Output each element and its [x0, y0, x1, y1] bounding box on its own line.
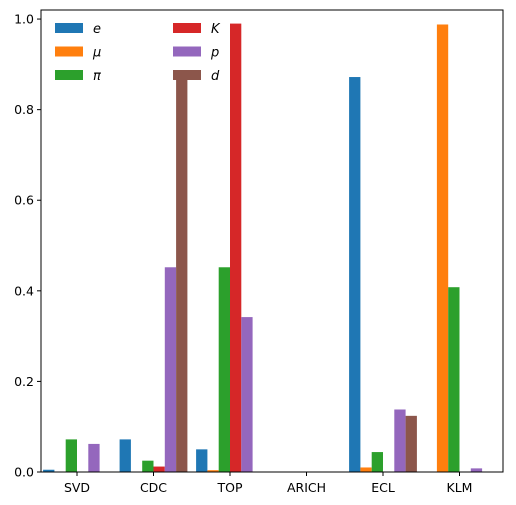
bar-top-series-2 [218, 267, 230, 472]
bar-top-series-0 [196, 449, 208, 472]
bar-ecl-series-5 [405, 415, 417, 472]
bar-svd-series-2 [65, 439, 77, 472]
bar-svd-series-0 [43, 469, 55, 472]
y-tick-label: 0.0 [14, 465, 34, 480]
bar-top-series-3 [230, 23, 242, 473]
bar-cdc-series-5 [176, 74, 188, 472]
x-tick-label-ecl: ECL [371, 480, 395, 495]
bar-klm-series-4 [470, 468, 483, 472]
legend-swatch-5 [173, 70, 201, 80]
y-tick-label: 1.0 [14, 12, 34, 27]
bar-klm-series-1 [436, 24, 449, 473]
legend-label-5: d [211, 69, 220, 84]
x-tick-label-top: TOP [216, 480, 242, 495]
legend-swatch-3 [173, 23, 201, 33]
legend-label-0: e [93, 22, 101, 37]
bar-top-series-1 [207, 470, 219, 472]
y-tick-label: 0.2 [14, 374, 34, 389]
bar-ecl-series-0 [349, 77, 361, 472]
x-tick-label-klm: KLM [447, 480, 473, 495]
legend-label-2: π [93, 69, 101, 84]
legend-swatch-1 [55, 46, 83, 57]
y-axis-ticks: 0.0 0.2 0.4 0.6 0.8 1.0 [14, 12, 41, 480]
legend-swatch-2 [55, 70, 83, 80]
plot-frame [40, 9, 504, 473]
bar-ecl-series-2 [371, 452, 383, 472]
y-tick-label: 0.8 [14, 102, 34, 117]
bar-cdc-series-4 [164, 267, 177, 472]
legend-swatch-4 [173, 46, 201, 57]
y-tick-label: 0.4 [14, 283, 34, 298]
x-axis-ticks: SVD CDC TOP ARICH ECL KLM [64, 472, 473, 495]
x-tick-label-arich: ARICH [287, 480, 326, 495]
y-tick-label: 0.6 [14, 193, 34, 208]
legend-label-1: μ [92, 46, 101, 61]
x-tick-label-cdc: CDC [140, 480, 167, 495]
bars-group [43, 23, 483, 473]
legend-swatch-0 [55, 23, 83, 33]
bar-cdc-series-3 [153, 466, 165, 472]
bar-cdc-series-2 [142, 460, 154, 472]
x-tick-label-svd: SVD [64, 480, 90, 495]
bar-svd-series-4 [88, 443, 100, 472]
legend: eμπ Kpd [55, 22, 221, 84]
bar-ecl-series-1 [360, 467, 372, 472]
bar-klm-series-2 [448, 287, 460, 472]
bar-cdc-series-0 [119, 439, 131, 472]
bar-ecl-series-4 [394, 409, 406, 472]
legend-label-3: K [211, 22, 221, 37]
legend-label-4: p [210, 46, 219, 61]
bar-top-series-4 [241, 317, 253, 472]
